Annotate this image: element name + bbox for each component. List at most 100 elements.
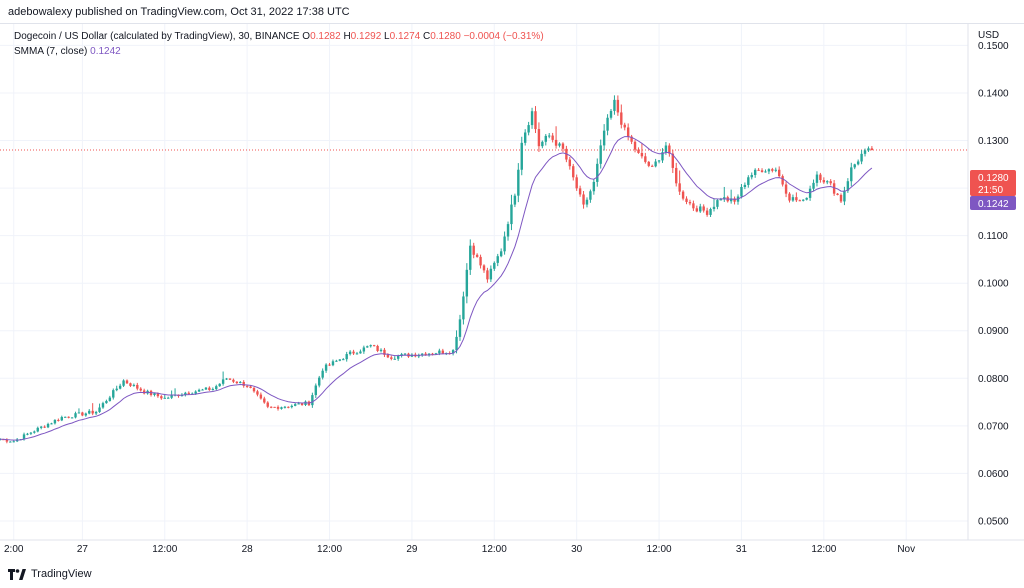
candle-body — [647, 161, 650, 166]
candle-body — [318, 377, 321, 386]
candle-body — [242, 381, 245, 386]
candle-body — [266, 402, 269, 407]
candle-body — [469, 245, 472, 270]
candle-body — [50, 423, 53, 425]
candle-body — [211, 389, 215, 391]
candle-body — [228, 378, 232, 380]
candle-body — [788, 193, 791, 201]
candle-body — [716, 200, 719, 207]
candle-body — [499, 251, 503, 257]
price-tick-label: 0.0500 — [978, 516, 1009, 527]
candle-body — [77, 412, 81, 414]
candle-body — [599, 145, 602, 164]
smma-line — [0, 136, 873, 441]
candle-body — [269, 406, 273, 408]
candle-body — [685, 198, 688, 202]
candle-body — [328, 364, 331, 366]
candle-body — [94, 411, 98, 414]
candle-body — [616, 99, 620, 113]
candle-body — [383, 349, 386, 355]
candle-body — [163, 397, 166, 399]
candle-body — [808, 188, 812, 198]
candle-body — [331, 361, 335, 366]
candle-body — [870, 148, 874, 151]
candle-body — [815, 174, 819, 183]
candle-body — [39, 426, 43, 428]
change-value: −0.0004 (−0.31%) — [463, 31, 544, 42]
candle-body — [252, 387, 256, 392]
candle-body — [812, 182, 815, 189]
candle-body — [733, 198, 736, 202]
candle-body — [431, 353, 434, 355]
candle-body — [386, 354, 390, 358]
candle-body — [784, 184, 788, 194]
candle-body — [699, 206, 702, 212]
candle-body — [294, 404, 297, 406]
price-axis[interactable]: 0.0500 0.0600 0.0700 0.0800 0.0900 0.1000 0.11… — [978, 41, 1009, 528]
candle-body — [712, 206, 716, 210]
candle-body — [125, 380, 129, 384]
candle-body — [520, 142, 523, 170]
tradingview-logo[interactable]: TradingView — [8, 568, 92, 580]
price-badges: 0.1280 21:50 0.1242 — [970, 170, 1016, 210]
indicator-name[interactable]: SMMA (7, close) — [14, 46, 88, 57]
candle-body — [493, 262, 496, 269]
candle-body — [791, 197, 795, 201]
candle-body — [856, 161, 860, 165]
candle-body — [300, 403, 304, 405]
candle-body — [105, 400, 108, 404]
candle-body — [342, 359, 345, 361]
candle-body — [5, 439, 9, 442]
candle-body — [613, 99, 616, 111]
candle-body — [22, 434, 26, 440]
candle-body — [486, 270, 489, 280]
symbol-title[interactable]: Dogecoin / US Dollar (calculated by Trad… — [14, 31, 300, 42]
candle-body — [719, 199, 723, 201]
candle-body — [805, 197, 808, 200]
candle-body — [2, 439, 5, 441]
candle-body — [668, 145, 671, 154]
candle-body — [43, 426, 46, 428]
candle-body — [142, 390, 146, 394]
candle-body — [798, 200, 802, 202]
candle-body — [256, 391, 259, 395]
indicator-row: SMMA (7, close) 0.1242 — [14, 44, 544, 59]
brand-name: TradingView — [31, 568, 92, 580]
time-tick-label: 12:00 — [647, 544, 672, 555]
candle-body — [503, 236, 506, 252]
price-tick-label: 0.0800 — [978, 374, 1009, 385]
candle-body — [283, 406, 287, 408]
candle-body — [33, 431, 36, 433]
candle-body — [472, 245, 475, 255]
time-axis[interactable]: 2:00 27 12:00 28 12:00 29 12:00 30 12:00 31 12:00 N… — [4, 544, 915, 555]
candle-body — [822, 180, 826, 183]
symbol-row: Dogecoin / US Dollar (calculated by Trad… — [14, 29, 544, 44]
candle-body — [695, 208, 699, 212]
candle-body — [259, 394, 263, 399]
candle-body — [115, 388, 118, 391]
candle-body — [53, 419, 57, 424]
candle-body — [510, 204, 513, 225]
candle-body — [218, 383, 221, 387]
price-tick-label: 0.1100 — [978, 231, 1008, 242]
indicator-value: 0.1242 — [90, 46, 121, 57]
candle-body — [201, 389, 204, 391]
smma-price-badge — [970, 196, 1016, 210]
price-tick-label: 0.1400 — [978, 88, 1009, 99]
candle-body — [482, 265, 486, 271]
candle-body — [740, 187, 743, 197]
time-tick-label: 28 — [242, 544, 254, 555]
candle-body — [434, 353, 438, 355]
candle-body — [273, 406, 276, 408]
candle-body — [489, 268, 493, 280]
candle-body — [843, 190, 846, 202]
candle-body — [263, 398, 266, 403]
candle-body — [321, 370, 324, 378]
candle-body — [747, 177, 750, 185]
candle-body — [657, 160, 661, 162]
high-label: H — [343, 31, 351, 42]
candle-body — [345, 354, 348, 360]
candle-body — [166, 397, 170, 399]
candle-body — [136, 384, 139, 389]
